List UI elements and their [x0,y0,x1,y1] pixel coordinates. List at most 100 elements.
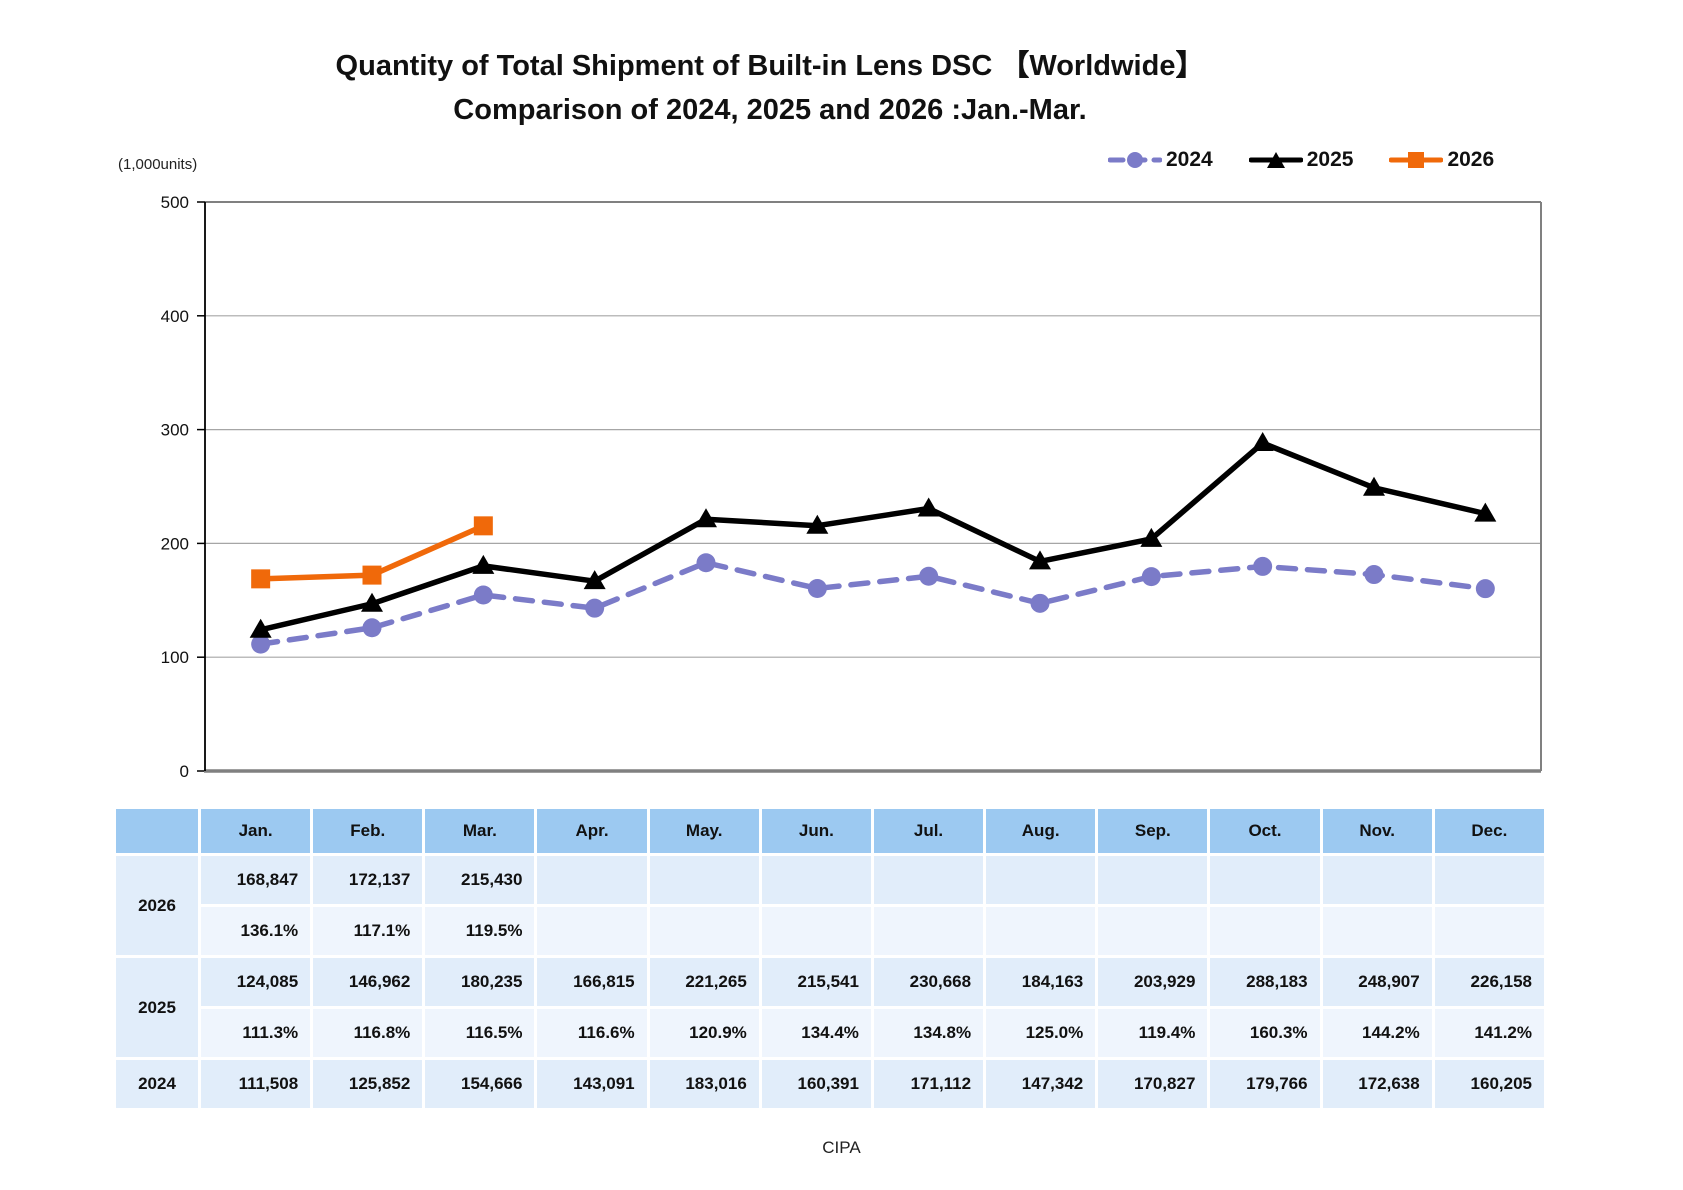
marker-2025-5 [806,514,829,534]
ratio-cell-2026-8 [1098,907,1208,955]
value-cell-2024-3: 143,091 [537,1060,647,1108]
value-cell-2026-8 [1098,856,1208,904]
month-header-Jan: Jan. [201,809,311,853]
value-cell-2026-1: 172,137 [313,856,423,904]
marker-2024-8 [1141,567,1161,587]
ratio-cell-2026-9 [1210,907,1320,955]
marker-2024-3 [585,598,605,618]
marker-2025-11 [1474,502,1497,522]
value-cell-2025-2: 180,235 [425,958,535,1006]
legend-item-2026: 2026 [1389,148,1494,172]
value-cell-2024-1: 125,852 [313,1060,423,1108]
value-cell-2025-8: 203,929 [1098,958,1208,1006]
month-header-Jul: Jul. [873,809,984,853]
table-corner-cell [116,809,198,853]
value-cell-2025-10: 248,907 [1322,958,1432,1006]
marker-2025-2 [472,554,495,574]
month-header-May: May. [649,809,759,853]
marker-2024-10 [1364,565,1384,585]
legend-circle-icon [1108,152,1162,168]
marker-2024-6 [919,566,939,586]
value-cell-2025-9: 288,183 [1210,958,1320,1006]
table-row-ratios-2026: 136.1% 117.1% 119.5% [116,907,1544,955]
value-cell-2025-6: 230,668 [873,958,984,1006]
ratio-cell-2026-3 [537,907,647,955]
value-cell-2026-7 [986,856,1096,904]
y-tick-label-0: 0 [180,762,189,781]
value-cell-2026-9 [1210,856,1320,904]
ratio-cell-2025-11: 141.2% [1434,1009,1544,1057]
marker-2026-1 [362,565,382,585]
chart-title: Quantity of Total Shipment of Built-in L… [0,44,1540,132]
ratio-cell-2026-1: 117.1% [313,907,423,955]
ratio-cell-2026-11 [1434,907,1544,955]
month-header-Mar: Mar. [425,809,535,853]
ratio-cell-2026-5 [761,907,871,955]
value-cell-2025-3: 166,815 [537,958,647,1006]
chart-legend: 2024 2025 2026 [1108,148,1494,172]
y-tick-label-200: 200 [161,534,189,553]
ratio-cell-2025-0: 111.3% [201,1009,311,1057]
ratio-cell-2025-4: 120.9% [649,1009,759,1057]
value-cell-2025-11: 226,158 [1434,958,1544,1006]
legend-label: 2026 [1447,148,1495,171]
marker-2024-11 [1475,579,1495,599]
ratio-cell-2025-7: 125.0% [986,1009,1096,1057]
ratio-cell-2025-6: 134.8% [873,1009,984,1057]
ratio-cell-2026-4 [649,907,759,955]
month-header-Feb: Feb. [313,809,423,853]
value-cell-2026-0: 168,847 [201,856,311,904]
value-cell-2024-11: 160,205 [1434,1060,1544,1108]
legend-label: 2025 [1306,148,1354,171]
table-header-row: Jan. Feb. Mar. Apr. May. Jun. Jul. Aug. Sep. Oct.… [116,809,1544,853]
marker-2025-3 [583,570,606,590]
year-label-2026: 2026 [116,856,198,955]
ratio-cell-2026-2: 119.5% [425,907,535,955]
legend-item-2025: 2025 [1248,148,1354,172]
month-header-Jun: Jun. [761,809,871,853]
value-cell-2024-6: 171,112 [873,1060,984,1108]
chart-title-line1: Quantity of Total Shipment of Built-in L… [335,50,1205,82]
value-cell-2024-2: 154,666 [425,1060,535,1108]
marker-2025-10 [1363,476,1385,496]
value-cell-2024-7: 147,342 [986,1060,1096,1108]
value-cell-2026-2: 215,430 [425,856,535,904]
y-tick-label-300: 300 [161,421,189,440]
marker-2025-6 [917,497,940,517]
value-cell-2026-5 [761,856,871,904]
marker-2024-7 [1030,593,1050,613]
marker-2024-1 [362,618,382,638]
table-row-ratios-2025: 111.3% 116.8% 116.5% 116.6% 120.9% 134.4% 134.… [116,1009,1544,1057]
month-header-Aug: Aug. [986,809,1096,853]
value-cell-2024-5: 160,391 [761,1060,871,1108]
marker-2026-2 [473,516,493,536]
legend-label: 2024 [1166,148,1213,171]
series-line-2024 [257,559,1489,647]
year-label-2025: 2025 [116,958,198,1057]
ratio-cell-2025-1: 116.8% [313,1009,423,1057]
marker-2025-1 [361,592,383,612]
line-chart: 0 100 200 300 400 500 [161,193,1542,781]
data-table: Jan. Feb. Mar. Apr. May. Jun. Jul. Aug. Sep. Oct.… [113,806,1547,1111]
ratio-cell-2025-10: 144.2% [1322,1009,1432,1057]
ratio-cell-2026-0: 136.1% [201,907,311,955]
value-cell-2025-0: 124,085 [201,958,311,1006]
y-tick-label-500: 500 [161,193,189,212]
month-header-Oct: Oct. [1210,809,1320,853]
marker-2024-9 [1253,556,1273,576]
ratio-cell-2025-3: 116.6% [537,1009,647,1057]
marker-2025-7 [1029,550,1051,570]
marker-2025-0 [249,618,272,638]
marker-2024-0 [251,634,271,654]
value-cell-2024-9: 179,766 [1210,1060,1320,1108]
ratio-cell-2025-5: 134.4% [761,1009,871,1057]
ratio-cell-2025-8: 119.4% [1098,1009,1208,1057]
value-cell-2025-7: 184,163 [986,958,1096,1006]
series-line-2025 [257,440,1489,633]
marker-2024-2 [473,585,493,605]
value-cell-2026-6 [873,856,984,904]
value-cell-2024-0: 111,508 [201,1060,311,1108]
legend-triangle-icon [1248,152,1303,168]
ratio-cell-2025-9: 160.3% [1210,1009,1320,1057]
ratio-cell-2026-7 [986,907,1096,955]
